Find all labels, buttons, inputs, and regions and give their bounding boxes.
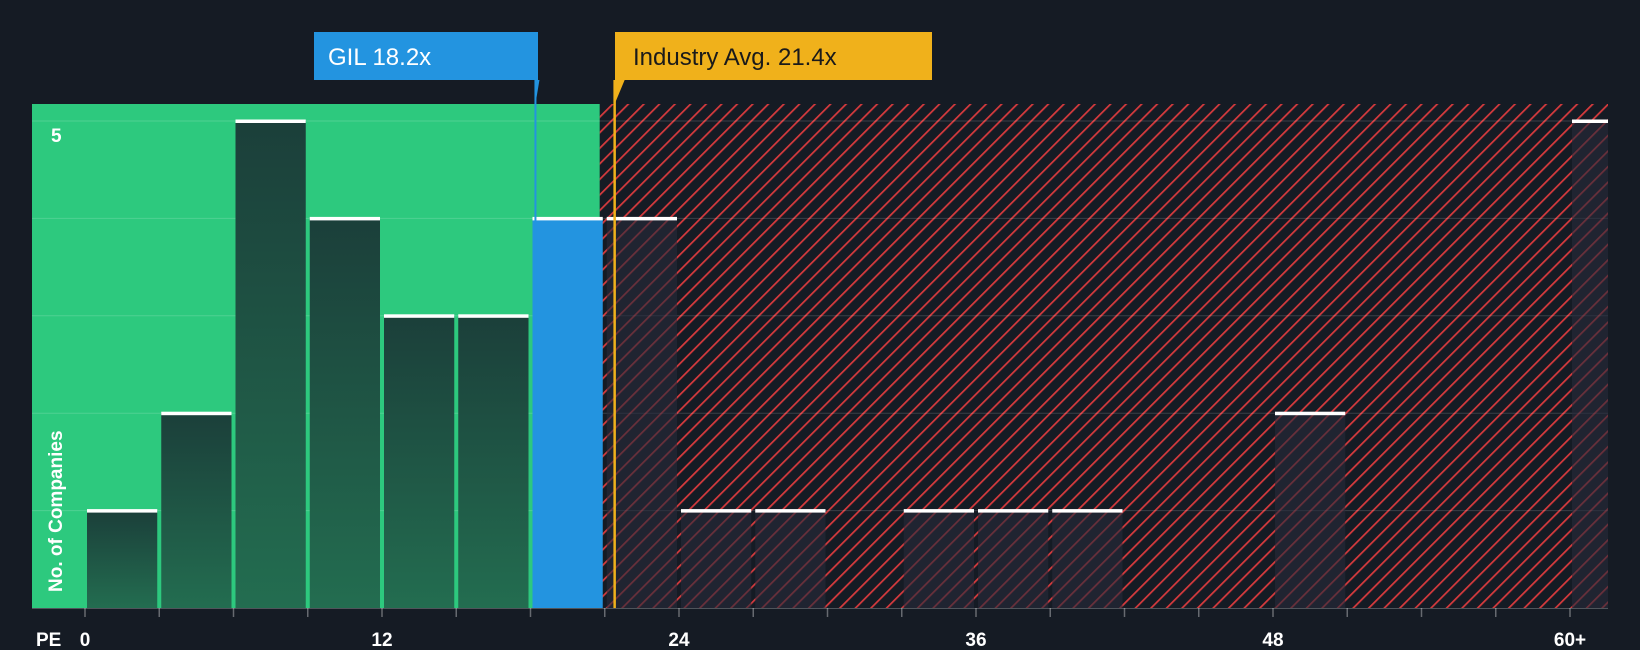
histogram-bar	[458, 315, 529, 608]
histogram-bar	[161, 413, 232, 608]
histogram-bar	[755, 510, 826, 608]
histogram-bar	[309, 218, 380, 608]
histogram-bar	[1052, 510, 1123, 608]
y-tick-label: 5	[51, 126, 62, 147]
x-tick-label: 60+	[1554, 630, 1586, 650]
bar-top-cap	[309, 216, 380, 221]
histogram-bar	[235, 121, 306, 608]
histogram-bar	[681, 510, 752, 608]
bar-top-cap	[606, 216, 677, 221]
bar-top-cap	[532, 216, 603, 221]
histogram-bar	[384, 315, 455, 608]
industry-callout-label: Industry Avg. 21.4x	[633, 44, 837, 71]
bar-top-cap	[903, 509, 974, 513]
company-callout-box	[314, 32, 540, 104]
industry-callout-box	[614, 32, 932, 104]
y-axis-label: No. of Companies	[46, 430, 67, 592]
x-tick-label: 0	[80, 630, 91, 650]
bar-top-cap	[1572, 119, 1608, 123]
bar-top-cap	[87, 509, 158, 513]
company-callout-label: GIL 18.2x	[328, 44, 431, 71]
x-tick-label: 36	[965, 630, 986, 650]
bar-top-cap	[384, 314, 455, 318]
histogram-bar	[532, 218, 603, 608]
bar-top-cap	[978, 509, 1049, 513]
histogram-bar	[903, 510, 974, 608]
x-tick-label: 12	[371, 630, 392, 650]
histogram-bar	[1572, 121, 1608, 608]
histogram-bar	[978, 510, 1049, 608]
bar-top-cap	[458, 314, 529, 318]
bar-top-cap	[161, 411, 232, 416]
bar-top-cap	[1052, 509, 1123, 513]
bar-top-cap	[1275, 411, 1346, 416]
histogram-bar	[87, 510, 158, 608]
histogram-bar	[1275, 413, 1346, 608]
bar-top-cap	[235, 119, 306, 123]
bar-top-cap	[755, 509, 826, 513]
bar-top-cap	[681, 509, 752, 513]
x-tick-label: 48	[1262, 630, 1283, 650]
x-tick-label: 24	[668, 630, 690, 650]
x-axis-label: PE	[36, 630, 61, 650]
histogram-bar	[606, 218, 677, 608]
